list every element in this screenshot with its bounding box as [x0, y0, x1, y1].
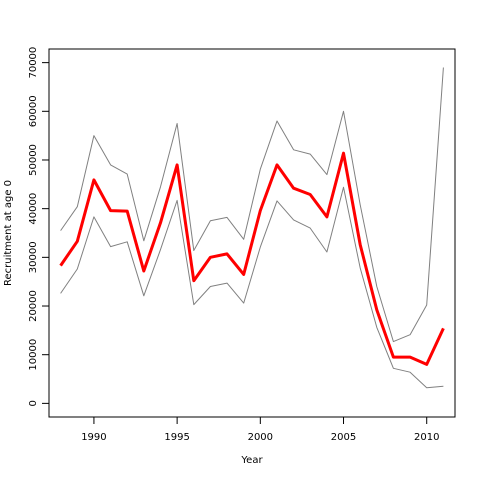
x-tick-label: 1995: [164, 432, 189, 443]
y-tick-label: 0: [28, 400, 39, 406]
lower-bound-line: [60, 186, 444, 389]
plot-frame: [48, 48, 456, 418]
x-tick-label: 1990: [81, 432, 106, 443]
y-tick-label: 40000: [28, 193, 39, 225]
y-tick-label: 20000: [28, 290, 39, 322]
x-tick-label: 2005: [331, 432, 356, 443]
x-tick-label: 2010: [414, 432, 439, 443]
y-tick-label: 70000: [28, 47, 39, 79]
x-axis: 1990 1995 2000 2005 2010: [81, 416, 439, 443]
y-tick-label: 30000: [28, 241, 39, 273]
y-tick-label: 50000: [28, 144, 39, 176]
y-tick-label: 10000: [28, 339, 39, 371]
y-axis-title: Recruitment at age 0: [3, 180, 14, 286]
recruitment-estimate-line: [59, 151, 445, 366]
y-tick-label: 60000: [28, 95, 39, 127]
upper-bound-line: [60, 67, 444, 343]
x-axis-title: Year: [240, 455, 263, 466]
y-axis: 0 10000 20000 30000 40000 50000 60000 70000: [28, 47, 50, 407]
series-layer: [59, 67, 445, 389]
x-tick-label: 2000: [248, 432, 273, 443]
